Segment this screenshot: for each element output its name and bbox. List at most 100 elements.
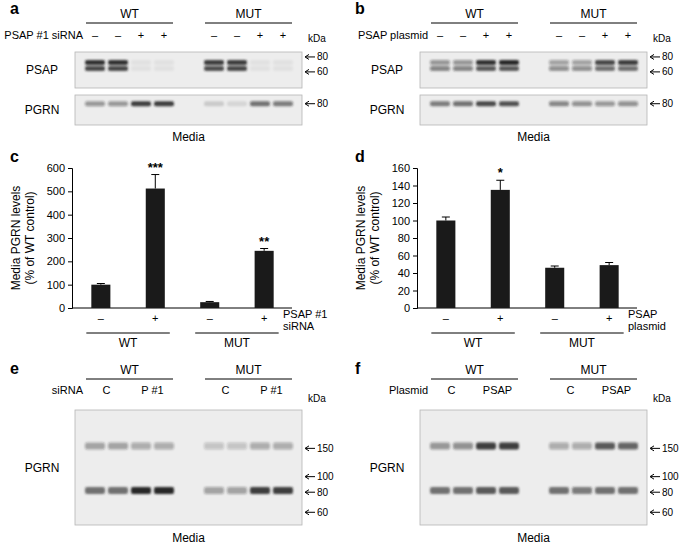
band: [430, 487, 450, 494]
lane-label: P #1: [260, 384, 282, 396]
band: [595, 487, 615, 494]
panel-label: c: [10, 148, 19, 165]
band: [227, 66, 247, 71]
band: [618, 60, 638, 65]
tick-mark: [413, 256, 417, 257]
band: [85, 66, 105, 71]
blot-panel: bWTMUTPSAP plasmid––++––++kDaPSAP8060PGR…: [355, 0, 674, 144]
marker-label: 150: [662, 443, 679, 454]
band: [131, 101, 151, 106]
band: [108, 60, 128, 65]
category-label: +: [497, 312, 503, 324]
lane-label: C: [567, 384, 575, 396]
lane-label: +: [625, 29, 631, 41]
lane-label: C: [222, 384, 230, 396]
marker-label: 80: [662, 487, 674, 498]
plot-area: [91, 175, 273, 308]
band: [476, 101, 496, 106]
caption: Media: [517, 531, 550, 545]
lane-label: –: [437, 29, 444, 41]
band: [499, 487, 519, 494]
tick-label: 40: [398, 267, 410, 279]
tick: 0: [59, 302, 72, 314]
group-line: [195, 333, 278, 334]
band: [453, 443, 473, 450]
group-line: [86, 23, 173, 24]
tick-label: 0: [404, 302, 410, 314]
blot-label: PSAP: [26, 63, 58, 77]
band: [476, 66, 496, 71]
band: [618, 487, 638, 494]
band: [499, 101, 519, 106]
y-axis: 0100200300400500600: [47, 162, 73, 314]
caption: Media: [172, 130, 205, 144]
blot-label: PSAP: [371, 63, 403, 77]
tick-mark: [413, 238, 417, 239]
band: [453, 487, 473, 494]
tick-label: 600: [47, 162, 65, 174]
panel-label: a: [10, 0, 19, 17]
tick-mark: [68, 168, 72, 169]
blot-label: PGRN: [25, 103, 60, 117]
marker-label: 150: [317, 443, 334, 454]
caption: Media: [172, 531, 205, 545]
bar: [255, 251, 274, 308]
tick: 600: [47, 162, 72, 174]
lane-label: +: [602, 29, 608, 41]
marker-arrow: [650, 446, 660, 451]
marker-arrow: [305, 101, 315, 106]
group-line: [86, 333, 169, 334]
unit-label: kDa: [308, 393, 326, 404]
band: [250, 487, 270, 494]
tick-mark: [413, 168, 417, 169]
lane-label: +: [138, 29, 144, 41]
panel-label: e: [10, 360, 19, 377]
group-label: MUT: [569, 336, 596, 350]
band: [154, 101, 174, 106]
lane-label: –: [556, 29, 563, 41]
panel-label: d: [355, 148, 365, 165]
group-line: [540, 333, 623, 334]
tick-label: 200: [47, 255, 65, 267]
row-label: siRNA: [52, 384, 84, 396]
band: [250, 101, 270, 106]
band: [476, 487, 496, 494]
tick: 400: [47, 209, 72, 221]
bands: [430, 101, 638, 106]
tick-mark: [413, 203, 417, 204]
bar: [91, 285, 110, 308]
group-line: [550, 379, 637, 380]
significance: **: [259, 234, 270, 249]
tick: 0: [404, 302, 417, 314]
band: [430, 60, 450, 65]
blot-background: [75, 95, 302, 125]
error-bar: [551, 266, 559, 268]
group-line: [205, 23, 292, 24]
lane-label: C: [103, 384, 111, 396]
band: [618, 66, 638, 71]
bar: [200, 302, 219, 308]
band: [453, 60, 473, 65]
group-label: WT: [465, 363, 484, 377]
band: [618, 443, 638, 450]
lane-label: –: [460, 29, 467, 41]
x-axis-title: PSAP #1siRNA: [283, 308, 327, 332]
error-bar: [442, 217, 450, 221]
blot-label: PGRN: [25, 461, 60, 475]
bar: [600, 265, 619, 308]
blot-panel: fWTMUTPlasmidCPSAPCPSAPkDaPGRN1501008060…: [355, 360, 679, 545]
y-axis: 020406080100120140160: [392, 162, 418, 314]
bands: [430, 60, 638, 71]
band: [131, 487, 151, 494]
band: [499, 60, 519, 65]
group-label: MUT: [236, 7, 263, 21]
tick-label: 160: [392, 162, 410, 174]
marker-label: 60: [317, 66, 329, 77]
band: [108, 443, 128, 450]
tick: 40: [398, 267, 417, 279]
lane-label: –: [115, 29, 122, 41]
tick: 200: [47, 255, 72, 267]
group-label: WT: [120, 7, 139, 21]
band: [85, 101, 105, 106]
bar: [146, 189, 165, 308]
